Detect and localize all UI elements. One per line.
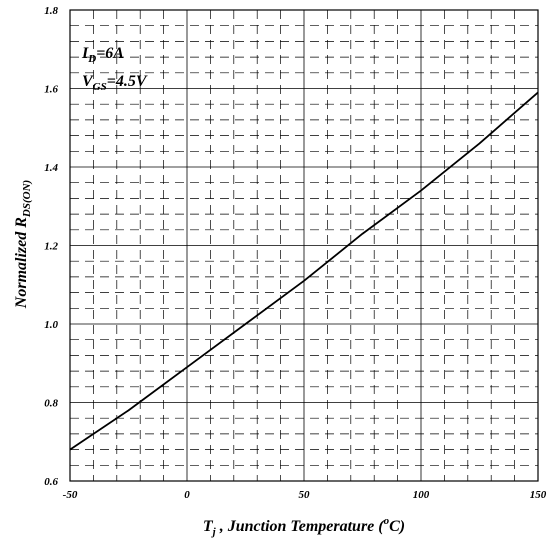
y-axis-title: Normalized RDS(ON) <box>13 180 33 309</box>
y-tick-label: 1.2 <box>44 241 58 253</box>
annotation-vgs: VGS=4.5V <box>82 73 148 93</box>
major-grid <box>70 10 538 481</box>
x-tick-labels: -50 0 50 100 150 <box>63 489 547 501</box>
x-axis-title: Tj , Junction Temperature (oC) <box>203 515 405 538</box>
y-tick-label: 1.0 <box>44 319 58 331</box>
y-tick-label: 1.8 <box>44 5 58 17</box>
annotation-id: ID=6A <box>81 45 124 65</box>
x-tick-label: 100 <box>413 489 430 501</box>
x-tick-label: -50 <box>63 489 78 501</box>
y-tick-label: 0.8 <box>44 398 58 410</box>
plot-frame <box>69 9 539 482</box>
y-tick-label: 1.4 <box>44 162 58 174</box>
y-tick-label: 0.6 <box>44 476 58 488</box>
x-tick-label: 50 <box>299 489 311 501</box>
series-line <box>69 91 539 451</box>
x-tick-label: 150 <box>530 489 547 501</box>
y-tick-labels: 0.6 0.8 1.0 1.2 1.4 1.6 1.8 <box>44 5 58 488</box>
x-tick-label: 0 <box>184 489 190 501</box>
series-layer <box>69 91 539 451</box>
y-tick-label: 1.6 <box>44 84 58 96</box>
